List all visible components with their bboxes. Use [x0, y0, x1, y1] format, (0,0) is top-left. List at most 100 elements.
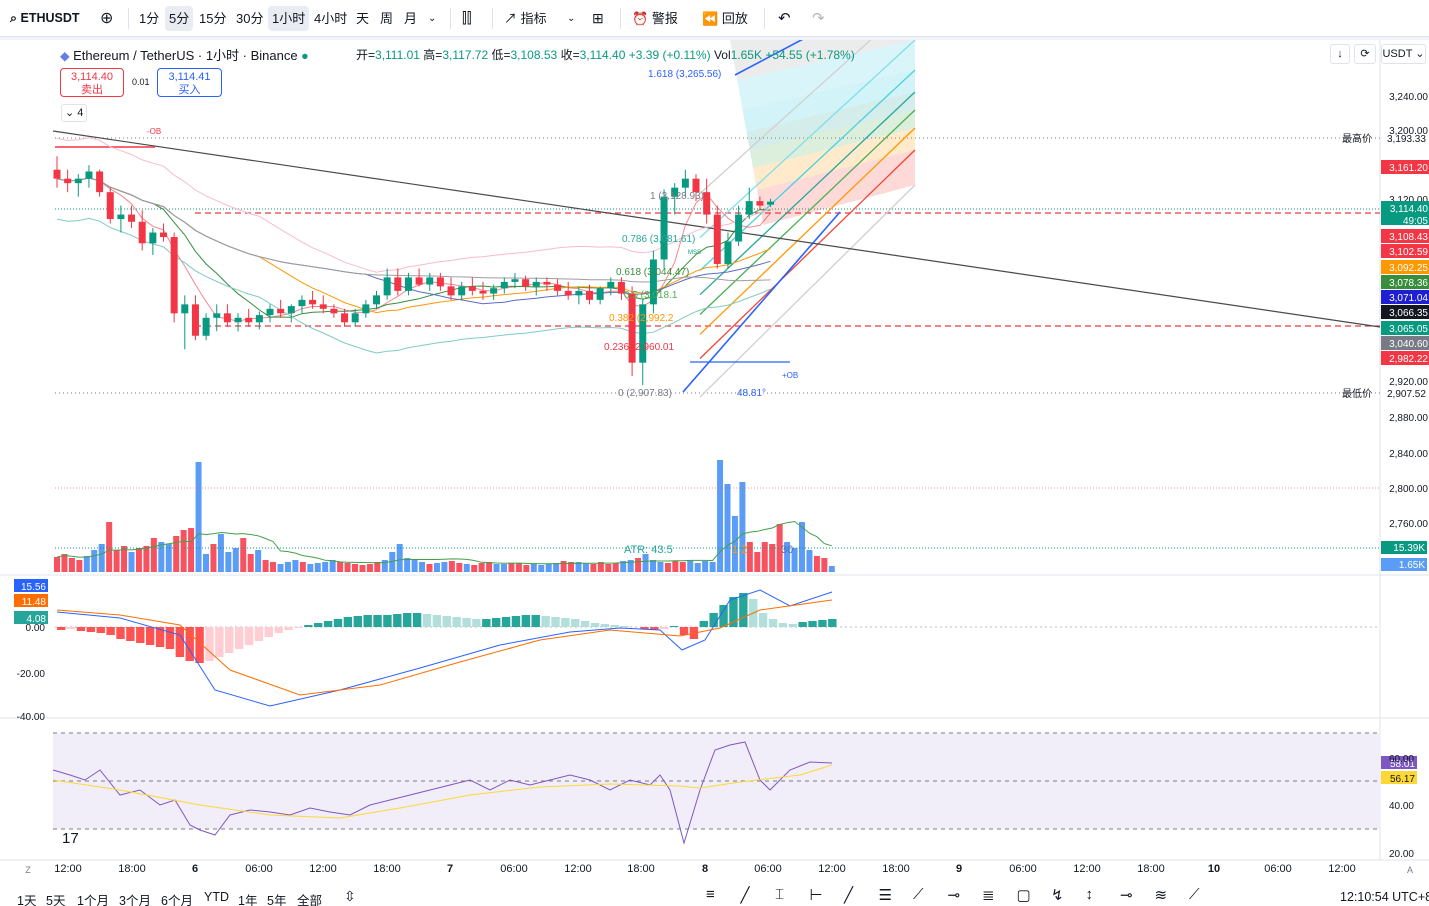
indicators-dropdown-icon[interactable]: ⌄: [567, 13, 576, 24]
symbol-search-button[interactable]: ⌕ ETHUSDT: [6, 6, 84, 31]
candle-body: [96, 171, 104, 193]
currency-select[interactable]: USDT ⌄: [1381, 44, 1426, 64]
range-1y[interactable]: 1年: [238, 894, 258, 906]
volume-bar: [463, 564, 470, 572]
candle-body: [245, 317, 253, 323]
interval-week[interactable]: 周: [380, 11, 394, 26]
ethereum-logo-icon: ◆: [60, 49, 70, 63]
candle-type-icon[interactable]: ⫿⫿: [462, 10, 472, 27]
volume-bar: [627, 560, 634, 572]
buy-price: 3,114.41: [168, 71, 211, 83]
range-6m[interactable]: 6个月: [161, 894, 193, 906]
range-1m[interactable]: 1个月: [77, 894, 109, 906]
hline-tool-icon[interactable]: ⊸: [947, 887, 961, 904]
range-1d[interactable]: 1天: [17, 894, 37, 906]
volume-bar: [687, 560, 694, 572]
indicator-collapse-toggle[interactable]: ⌄ 4: [61, 104, 87, 122]
currency-label: USDT: [1382, 48, 1413, 60]
channel-tool-icon[interactable]: ≣: [982, 887, 995, 904]
volume-bar: [508, 563, 515, 572]
redo-icon[interactable]: ↷: [812, 10, 825, 27]
volume-bar: [255, 550, 262, 572]
open-value: 3,111.01: [375, 48, 420, 62]
indicators-button[interactable]: ↗ 指标: [500, 6, 551, 31]
fib-tool-icon[interactable]: ≡: [706, 886, 715, 903]
macd-tick: 0.00: [26, 623, 46, 634]
rectangle-tool-icon[interactable]: ▢: [1016, 887, 1031, 904]
alert-button[interactable]: ⏰ 警报: [628, 6, 682, 31]
candle-body: [373, 295, 380, 305]
vline-tool-icon[interactable]: ↕: [1085, 886, 1094, 903]
chart-canvas[interactable]: -OB +OB MSS 1.618 (3,265.56) 1 (3,128.93) 0.7…: [0, 40, 1429, 885]
volume-bar: [240, 538, 247, 572]
high-label: 高=: [423, 48, 443, 62]
macd-histogram-bar: [323, 621, 333, 627]
path-tool-icon[interactable]: ⟋: [913, 886, 924, 903]
range-ytd[interactable]: YTD: [204, 890, 229, 904]
text-tool-icon[interactable]: ⌶: [775, 886, 785, 903]
interval-30m[interactable]: 30分: [236, 11, 264, 26]
interval-5m[interactable]: 5分: [165, 6, 194, 31]
buy-button[interactable]: 3,114.41 买入: [157, 68, 222, 97]
atr-extra2-label: 30: [781, 544, 793, 556]
undo-icon[interactable]: ↶: [778, 10, 791, 27]
macd-histogram-bar: [284, 627, 293, 630]
sort-down-icon[interactable]: ↓: [1330, 44, 1350, 64]
close-value: 3,114.40: [579, 48, 626, 62]
parallel-tool-icon[interactable]: ≋: [1154, 887, 1168, 904]
zigzag-tool-icon[interactable]: ↯: [1051, 887, 1064, 904]
macd-badge: [14, 611, 48, 624]
volume-bar: [299, 562, 306, 572]
pitchfork-tool-icon[interactable]: ☰: [878, 887, 892, 904]
low-price-value: 2,907.52: [1387, 389, 1426, 400]
volume-bar: [568, 562, 575, 572]
macd-histogram-bar: [669, 626, 679, 627]
settings-cycle-icon[interactable]: ⟳: [1354, 44, 1376, 64]
trendline-tool-icon[interactable]: ╱: [740, 887, 750, 904]
macd-histogram-bar: [343, 617, 353, 627]
replay-button[interactable]: ⏪ 回放: [698, 6, 752, 31]
compare-add-icon[interactable]: ⊕: [100, 10, 114, 27]
macd-histogram-bar: [294, 627, 303, 628]
volume-bar: [597, 562, 604, 572]
volume-bar: [731, 516, 738, 572]
macd-histogram-bar: [650, 627, 659, 630]
candle-body: [575, 290, 583, 296]
range-5y[interactable]: 5年: [267, 894, 287, 906]
ob-bottom-label: +OB: [782, 371, 798, 380]
time-axis-label: 18:00: [373, 863, 401, 875]
brush-tool-icon[interactable]: ⟋: [1189, 886, 1200, 903]
interval-4h[interactable]: 4小时: [314, 11, 348, 26]
candle-body: [298, 299, 306, 307]
interval-day[interactable]: 天: [356, 11, 370, 26]
goto-date-icon[interactable]: ⇳: [344, 888, 356, 904]
candle-body: [703, 192, 711, 215]
interval-1m[interactable]: 1分: [139, 11, 160, 26]
candle-body: [500, 281, 508, 289]
arrow-tool-icon[interactable]: ⊸: [1120, 887, 1133, 904]
fib-level-label: 0.382 (2,992.2: [609, 313, 674, 324]
interval-1h[interactable]: 1小时: [268, 6, 310, 31]
macd-histogram-bar: [660, 627, 669, 629]
sell-button[interactable]: 3,114.40 卖出: [60, 68, 124, 97]
range-3m[interactable]: 3个月: [119, 894, 151, 906]
range-all[interactable]: 全部: [297, 894, 323, 906]
volume-bar: [173, 536, 180, 572]
range-5d[interactable]: 5天: [46, 894, 66, 906]
interval-15m[interactable]: 15分: [199, 11, 227, 26]
macd-histogram-bar: [758, 613, 768, 627]
time-axis-label: 18:00: [1137, 863, 1165, 875]
volume-bar: [247, 554, 254, 572]
interval-month[interactable]: 月: [404, 11, 418, 26]
ray-tool-icon[interactable]: ╱: [844, 887, 854, 904]
macd-histogram-bar: [541, 616, 550, 627]
interval-dropdown-icon[interactable]: ⌄: [428, 13, 437, 24]
candle-body: [681, 178, 689, 188]
layout-grid-icon[interactable]: ⊞: [592, 10, 604, 26]
volume-bar: [471, 565, 478, 572]
candle-body: [415, 277, 423, 285]
candle-body: [458, 286, 466, 296]
volume-bar: [292, 560, 299, 572]
fib-channel-band: [753, 128, 915, 190]
range-tool-icon[interactable]: ⊢: [809, 887, 823, 904]
